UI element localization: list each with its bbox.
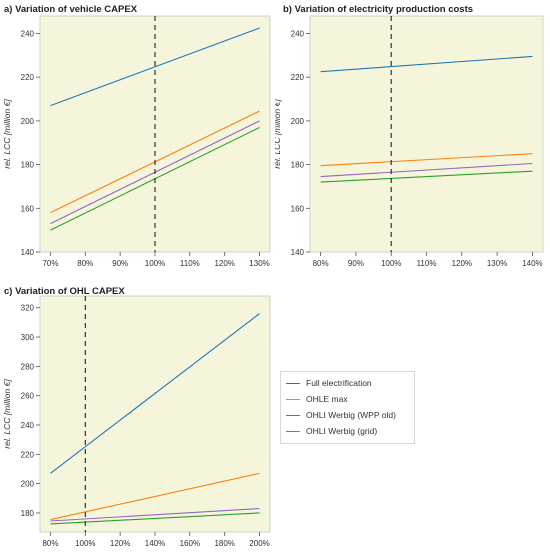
x-tick-label: 100%: [145, 259, 165, 268]
x-tick-label: 120%: [452, 259, 472, 268]
y-tick-label: 240: [291, 29, 305, 38]
chart-svg-c: 180 200 220 240 260 280 300 320 80% 100% 120% 140% 1…: [2, 295, 271, 548]
legend-swatch: [286, 430, 300, 432]
legend-label: OHLI Werbig (grid): [306, 426, 378, 436]
chart-svg-a: 140 160 180 200 220 240 70% 80% 90% 100% 110% 120% 1…: [2, 15, 271, 268]
chart-title: a) Variation of vehicle CAPEX: [4, 4, 138, 15]
x-tick-label: 120%: [110, 539, 130, 548]
y-tick-label: 140: [21, 248, 35, 257]
legend-label: OHLI Werbig (WPP old): [306, 410, 396, 420]
y-axis-label: rel. LCC [million €]: [2, 379, 12, 449]
legend-item: OHLI Werbig (WPP old): [286, 408, 396, 422]
y-tick-label: 200: [291, 117, 305, 126]
series-line: [50, 472, 260, 521]
x-tick-label: 180%: [214, 539, 234, 548]
x-tick-label: 80%: [77, 259, 93, 268]
chart-panel-c: c) Variation of OHL CAPEX 180 200 220 240 26…: [0, 282, 275, 548]
y-tick-label: 240: [21, 29, 35, 38]
chart-title: b) Variation of electricity production c…: [283, 4, 474, 15]
y-tick-label: 280: [21, 362, 35, 371]
x-tick-label: 130%: [249, 259, 269, 268]
y-tick-label: 200: [21, 480, 35, 489]
y-tick-label: 180: [291, 161, 305, 170]
x-tick-label: 70%: [42, 259, 58, 268]
legend-swatch: [286, 382, 300, 384]
legend-label: Full electrification: [306, 378, 372, 388]
legend-item: Full electrification: [286, 376, 372, 390]
series-line: [320, 153, 533, 167]
series-line: [320, 162, 533, 178]
y-tick-label: 240: [21, 421, 35, 430]
x-tick-label: 90%: [112, 259, 128, 268]
y-tick-label: 160: [21, 204, 35, 213]
chart-title: c) Variation of OHL CAPEX: [4, 286, 125, 297]
y-tick-label: 260: [21, 392, 35, 401]
y-tick-label: 220: [21, 450, 35, 459]
y-axis-label: rel. LCC [million €]: [2, 99, 12, 169]
chart-svg-b: 140 160 180 200 220 240 80% 90% 100% 110% 120% 130%…: [272, 15, 544, 268]
y-tick-label: 160: [291, 204, 305, 213]
x-tick-label: 100%: [75, 539, 95, 548]
x-tick-label: 140%: [522, 259, 542, 268]
y-tick-label: 300: [21, 333, 35, 342]
x-tick-label: 160%: [180, 539, 200, 548]
chart-panel-a: a) Variation of vehicle CAPEX 140 160 180 2…: [0, 0, 275, 280]
plot-area: [309, 15, 544, 253]
x-tick-label: 130%: [487, 259, 507, 268]
x-tick-label: 110%: [417, 259, 437, 268]
legend-swatch: [286, 398, 300, 400]
y-tick-label: 180: [21, 161, 35, 170]
series-line: [320, 55, 533, 73]
legend-item: OHLI Werbig (grid): [286, 424, 377, 438]
series-line: [50, 507, 260, 522]
x-tick-label: 200%: [249, 539, 269, 548]
x-tick-label: 100%: [381, 259, 401, 268]
y-tick-label: 220: [291, 73, 305, 82]
series-line: [50, 313, 260, 474]
x-tick-label: 80%: [42, 539, 58, 548]
series-line: [320, 170, 533, 183]
y-tick-label: 140: [291, 248, 305, 257]
y-tick-label: 220: [21, 73, 35, 82]
x-tick-label: 110%: [180, 259, 200, 268]
legend-item: OHLE max: [286, 392, 348, 406]
x-tick-label: 140%: [145, 539, 165, 548]
y-axis-label: rel. LCC [million €]: [275, 99, 282, 169]
y-tick-label: 320: [21, 304, 35, 313]
chart-legend: Full electrification OHLE max OHLI Werbi…: [280, 371, 415, 444]
x-tick-label: 120%: [214, 259, 234, 268]
x-tick-label: 80%: [313, 259, 329, 268]
legend-label: OHLE max: [306, 394, 348, 404]
x-tick-label: 90%: [348, 259, 364, 268]
chart-panel-b: b) Variation of electricity production c…: [272, 0, 550, 280]
y-tick-label: 180: [21, 509, 35, 518]
series-line: [50, 27, 260, 107]
y-tick-label: 200: [21, 117, 35, 126]
legend-swatch: [286, 414, 300, 416]
